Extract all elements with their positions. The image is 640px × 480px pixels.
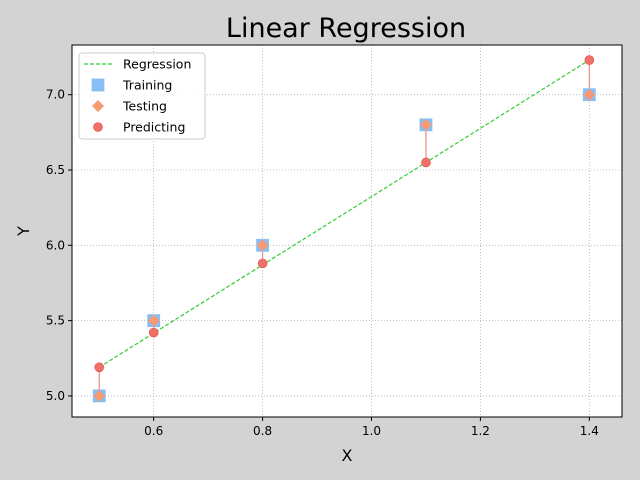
circle-point — [584, 55, 595, 65]
circle-point — [421, 157, 431, 168]
data-markers — [92, 55, 596, 403]
y-tick-label: 7.0 — [46, 88, 65, 102]
diamond-point — [256, 239, 269, 252]
x-tick-label: 1.2 — [471, 424, 490, 438]
y-tick-label: 5.0 — [46, 389, 65, 403]
legend-swatch-circle — [93, 122, 103, 132]
x-tick-label: 0.8 — [253, 424, 272, 438]
legend-swatch-square — [91, 78, 105, 92]
circle-point — [94, 362, 105, 373]
y-tick-label: 5.5 — [46, 314, 65, 328]
grid-lines — [72, 45, 622, 417]
y-tick-label: 6.0 — [46, 238, 65, 252]
y-axis-ticks: 5.0 5.5 6.0 6.5 7.0 — [46, 88, 72, 403]
circle-point — [257, 258, 268, 269]
legend-label: Testing — [122, 99, 167, 114]
y-axis-label: Y — [14, 226, 33, 237]
diamond-point — [583, 88, 596, 101]
legend-swatch-diamond — [92, 100, 104, 112]
legend-box — [78, 52, 206, 140]
circle-point — [148, 327, 159, 338]
x-tick-label: 1.0 — [362, 424, 381, 438]
legend-label: Predicting — [123, 120, 185, 135]
y-tick-label: 6.5 — [46, 163, 65, 177]
regression-line — [98, 59, 590, 368]
x-axis-ticks: 0.6 0.8 1.0 1.2 1.4 — [144, 417, 599, 438]
x-axis-label: X — [342, 446, 353, 465]
diamond-point — [147, 314, 160, 327]
legend-label: Regression — [123, 57, 191, 72]
plot-frame — [71, 44, 623, 418]
diamond-point — [419, 118, 432, 131]
x-tick-label: 1.4 — [580, 424, 599, 438]
legend-label: Training — [122, 78, 172, 93]
diamond-point — [93, 389, 106, 402]
x-tick-label: 0.6 — [144, 424, 163, 438]
regression-line-group — [98, 59, 590, 368]
chart-title: Linear Regression — [226, 13, 466, 44]
legend: Regression Training Testing Predicting — [78, 52, 206, 140]
